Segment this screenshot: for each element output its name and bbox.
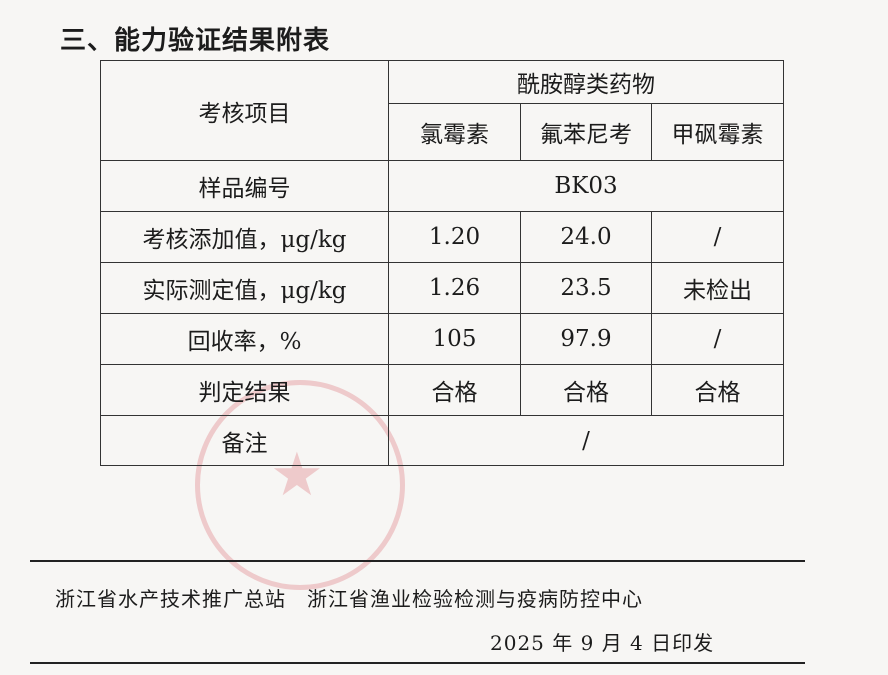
cell: 97.9 [520,313,652,365]
table-row: 样品编号 BK03 [100,160,785,212]
cell: / [650,211,785,263]
row-label: 判定结果 [100,364,389,416]
table-row: 考核添加值，μg/kg 1.20 24.0 / [100,211,785,263]
cell: 未检出 [650,262,785,314]
row-label: 实际测定值，μg/kg [100,262,389,314]
table-row: 回收率，% 105 97.9 / [100,313,785,365]
drug-header: 氟苯尼考 [520,103,652,161]
drug-header: 氯霉素 [388,103,521,161]
footer-date: 2025 年 9 月 4 日印发 [490,631,715,655]
drug-header: 甲砜霉素 [650,103,785,161]
cell: 1.26 [388,262,521,314]
group-header: 酰胺醇类药物 [387,60,785,104]
cell: 24.0 [520,211,652,263]
table-row: 判定结果 合格 合格 合格 [100,364,785,416]
cell: 105 [388,313,521,365]
results-table: 考核项目 酰胺醇类药物 氯霉素 氟苯尼考 甲砜霉素 样品编号 BK03 考核添加… [100,60,785,466]
footer-top-rule [30,560,805,562]
cell: 合格 [520,364,652,416]
cell: 合格 [650,364,785,416]
cell: 1.20 [388,211,521,263]
table-row: 备注 / [100,415,785,466]
item-header: 考核项目 [100,60,389,161]
section-heading: 三、能力验证结果附表 [60,26,331,56]
cell: / [650,313,785,365]
row-label: 回收率，% [100,313,389,365]
note-value: / [387,415,785,466]
sample-id: BK03 [387,160,785,212]
cell: 23.5 [520,262,652,314]
footer-bottom-rule [30,662,805,664]
row-label: 样品编号 [100,160,389,212]
cell: 合格 [388,364,521,416]
table-row: 实际测定值，μg/kg 1.26 23.5 未检出 [100,262,785,314]
row-label: 考核添加值，μg/kg [100,211,389,263]
footer-issuers: 浙江省水产技术推广总站 浙江省渔业检验检测与疫病防控中心 [55,587,643,611]
row-label: 备注 [100,415,389,466]
